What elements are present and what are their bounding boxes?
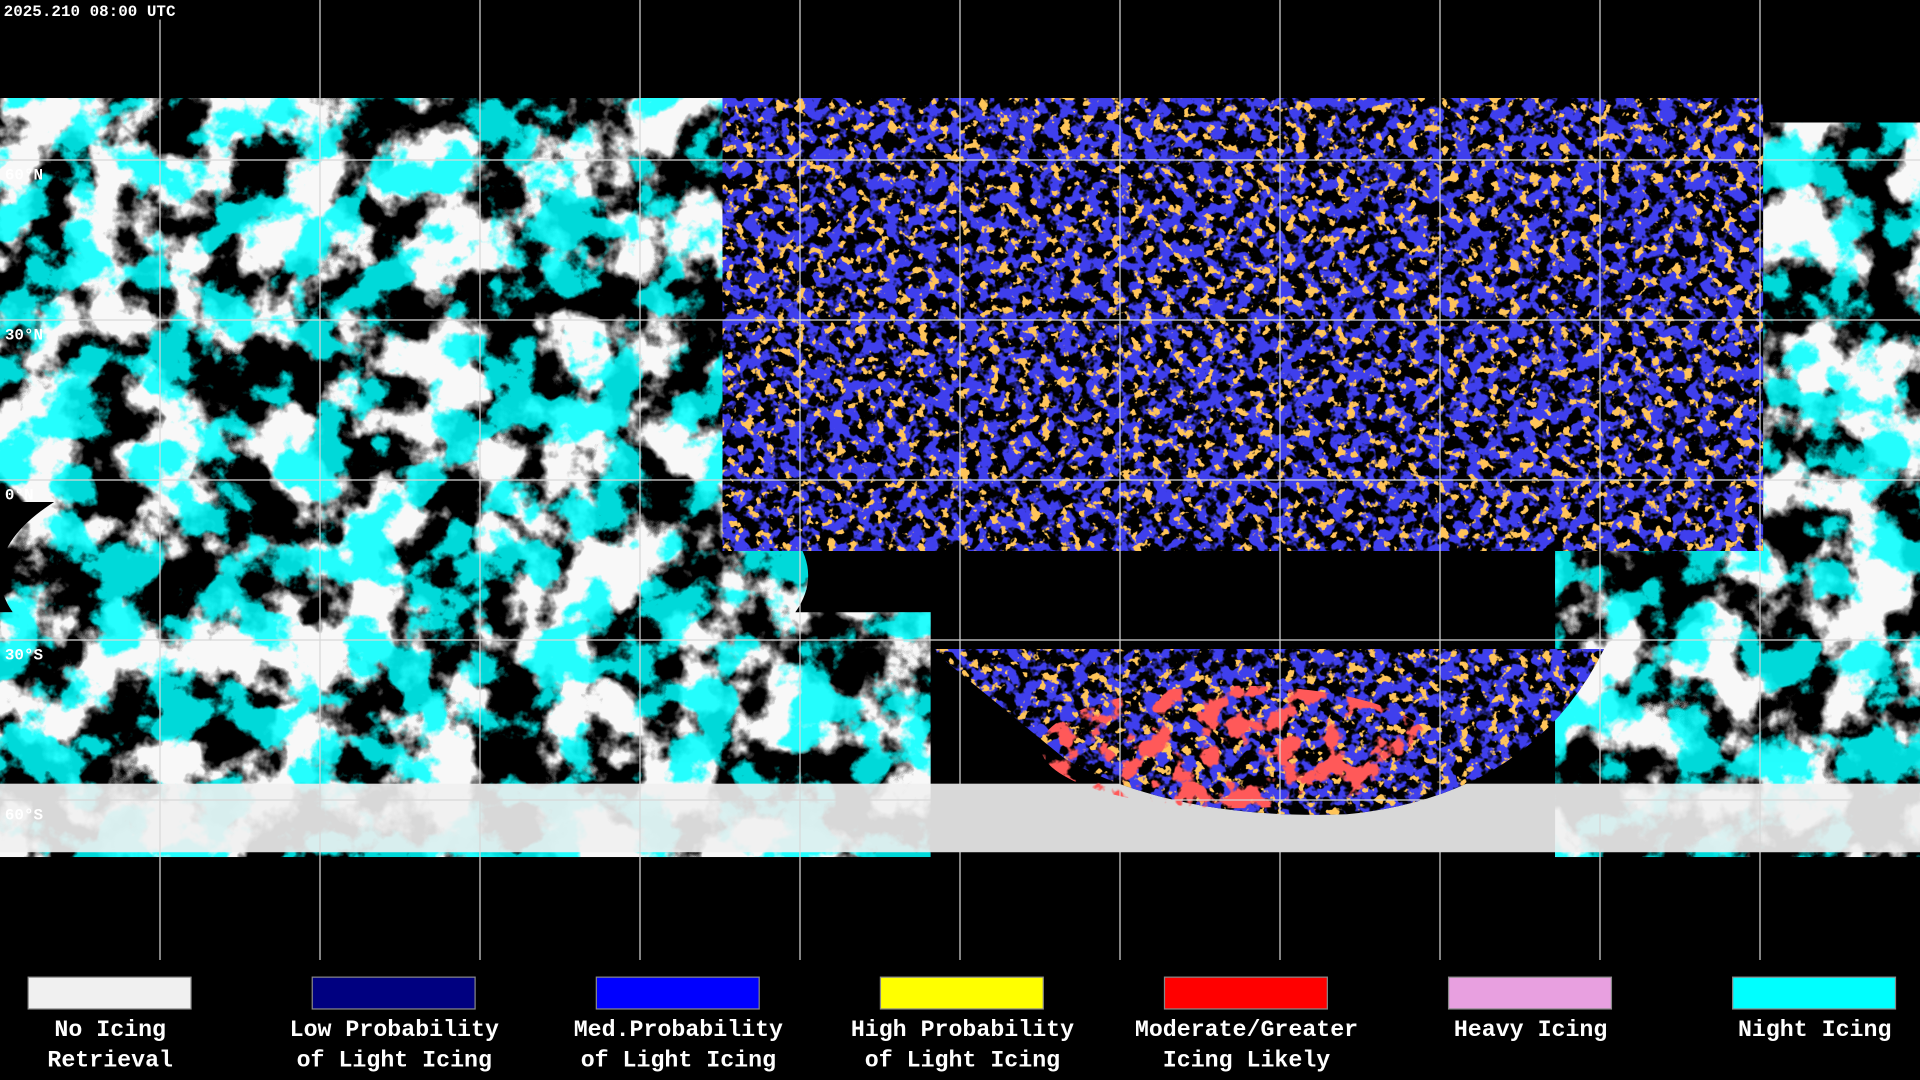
legend-swatch (27, 976, 192, 1010)
latitude-label: 30°S (5, 647, 44, 665)
latitude-label: 30°N (5, 327, 43, 345)
legend-label: Retrieval (47, 1048, 173, 1074)
legend-label: of Light Icing (297, 1048, 492, 1074)
legend-swatch (879, 976, 1044, 1010)
latitude-label: 60°S (5, 807, 44, 825)
legend-label: Heavy Icing (1454, 1017, 1607, 1043)
latitude-labels: 60°N 30°N 0°N 30°S 60°S (5, 167, 44, 825)
legend: No Icing Retrieval Low Probability of Light… (27, 976, 1897, 1074)
legend-label: Low Probability (290, 1017, 499, 1043)
legend-label: Med.Probability (574, 1017, 783, 1043)
graticule (0, 0, 1920, 960)
legend-label: of Light Icing (865, 1048, 1060, 1074)
icing-core (1040, 685, 1433, 809)
legend-label: High Probability (851, 1017, 1074, 1043)
timestamp-bg (0, 0, 221, 20)
legend-swatch (1163, 976, 1328, 1010)
latitude-label: 60°N (5, 167, 43, 185)
legend-swatch (1447, 976, 1613, 1010)
legend-label: of Light Icing (581, 1048, 776, 1074)
legend-swatch (311, 976, 476, 1010)
legend-swatch (1732, 976, 1897, 1010)
legend-label: Icing Likely (1163, 1048, 1330, 1074)
legend-label: Night Icing (1738, 1017, 1891, 1043)
legend-swatch (595, 976, 760, 1010)
legend-label: No Icing (54, 1017, 166, 1043)
timestamp: 2025.210 08:00 UTC (4, 3, 176, 21)
legend-label: Moderate/Greater (1135, 1017, 1358, 1043)
latitude-label: 0°N (5, 487, 34, 505)
